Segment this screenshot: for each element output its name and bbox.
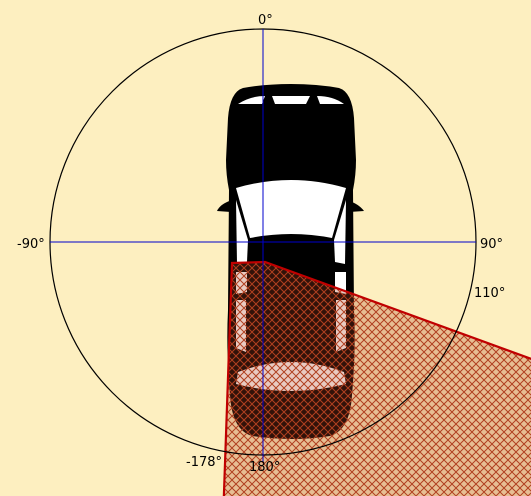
- label-90-deg: 90°: [480, 237, 503, 252]
- view-sector-edge: [222, 260, 531, 496]
- label-0-deg: 0°: [258, 13, 273, 28]
- label-minus-90-deg: -90°: [17, 237, 45, 252]
- label-sector-start: 110°: [474, 286, 505, 301]
- label-180-deg: 180°: [249, 460, 280, 475]
- label-sector-end: -178°: [186, 455, 222, 470]
